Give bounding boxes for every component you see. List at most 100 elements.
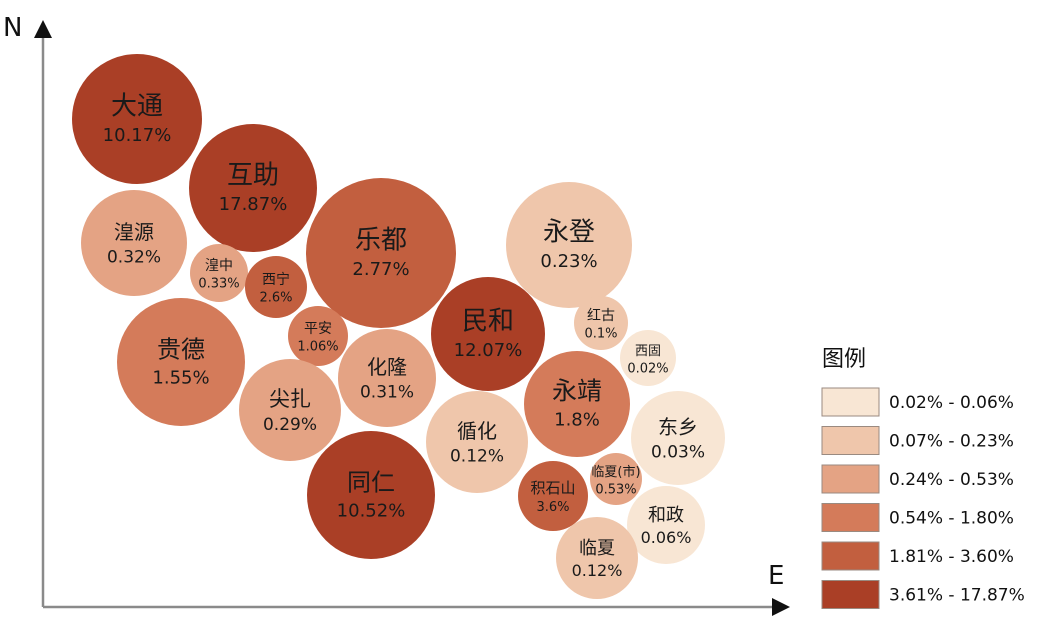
bubble-value-label: 0.31% — [360, 383, 414, 403]
bubble-value-label: 0.23% — [540, 251, 597, 272]
axes: N E — [3, 13, 790, 616]
bubble-name-label: 永登 — [543, 218, 595, 248]
bubble-name-label: 化隆 — [367, 355, 407, 379]
bubble-value-label: 0.29% — [263, 415, 317, 435]
bubble-name-label: 平安 — [304, 321, 332, 337]
bubble-value-label: 10.17% — [103, 125, 172, 146]
bubble: 临夏 0.12% — [556, 517, 638, 599]
bubble-circle — [189, 124, 317, 252]
bubble-value-label: 0.02% — [627, 361, 668, 376]
bubble: 民和 12.07% — [431, 277, 545, 391]
bubble: 永登 0.23% — [506, 182, 632, 308]
bubble-circle — [307, 431, 435, 559]
bubble: 同仁 10.52% — [307, 431, 435, 559]
legend-item: 0.54% - 1.80% — [821, 503, 1014, 532]
bubble-name-label: 互助 — [227, 161, 279, 191]
bubble-circle — [190, 244, 248, 302]
bubble-value-label: 1.06% — [297, 340, 338, 355]
bubble-value-label: 0.06% — [641, 528, 692, 547]
legend-label: 0.02% - 0.06% — [889, 393, 1014, 413]
legend-items: 0.02% - 0.06% 0.07% - 0.23% 0.24% - 0.53% 0… — [821, 387, 1025, 609]
legend-swatch — [821, 580, 880, 609]
bubble: 湟源 0.32% — [81, 190, 187, 296]
bubble: 循化 0.12% — [426, 391, 528, 493]
bubble: 和政 0.06% — [627, 486, 705, 564]
bubble-value-label: 0.33% — [198, 277, 239, 292]
bubble-value-label: 0.32% — [107, 248, 161, 268]
bubble-value-label: 3.6% — [536, 500, 569, 515]
bubble-name-label: 临夏(市) — [591, 464, 640, 480]
legend-label: 0.07% - 0.23% — [889, 432, 1014, 452]
y-axis-label: N — [3, 13, 22, 43]
x-axis-arrow-icon — [772, 598, 790, 616]
y-axis-arrow-icon — [34, 20, 52, 38]
bubble-value-label: 12.07% — [454, 340, 523, 361]
bubble-circle — [620, 330, 676, 386]
legend-title: 图例 — [822, 347, 866, 372]
legend-label: 0.24% - 0.53% — [889, 470, 1014, 490]
bubble: 湟中 0.33% — [190, 244, 248, 302]
x-axis-label: E — [768, 561, 784, 591]
bubble-circle — [631, 391, 725, 485]
legend-swatch — [821, 541, 880, 571]
bubble: 西宁 2.6% — [245, 256, 307, 318]
legend-swatch — [821, 426, 880, 455]
bubble: 乐都 2.77% — [306, 178, 456, 328]
bubble-value-label: 0.12% — [450, 447, 504, 467]
bubble: 化隆 0.31% — [338, 329, 436, 427]
legend-label: 0.54% - 1.80% — [889, 509, 1014, 529]
legend-label: 3.61% - 17.87% — [889, 586, 1025, 606]
bubble-value-label: 2.77% — [352, 259, 409, 280]
bubble-circle — [574, 296, 628, 350]
bubble: 永靖 1.8% — [524, 351, 630, 457]
bubble-circle — [426, 391, 528, 493]
bubble-circle — [518, 461, 588, 531]
bubble-name-label: 乐都 — [355, 226, 407, 256]
bubble-name-label: 循化 — [457, 419, 497, 443]
bubble-circle — [431, 277, 545, 391]
bubble-circle — [81, 190, 187, 296]
bubble: 尖扎 0.29% — [239, 359, 341, 461]
bubble-circle — [245, 256, 307, 318]
bubble: 贵德 1.55% — [117, 298, 245, 426]
bubble-value-label: 1.55% — [152, 367, 209, 388]
bubble-circle — [239, 359, 341, 461]
legend-swatch — [821, 503, 880, 532]
bubble: 临夏(市) 0.53% — [590, 453, 642, 505]
bubble: 互助 17.87% — [189, 124, 317, 252]
bubble-circle — [556, 517, 638, 599]
bubble: 积石山 3.6% — [518, 461, 588, 531]
bubble-name-label: 西固 — [635, 344, 661, 359]
bubble-name-label: 贵德 — [157, 336, 205, 364]
bubble-value-label: 17.87% — [219, 194, 288, 215]
bubble-name-label: 民和 — [462, 307, 514, 337]
bubble-name-label: 湟源 — [114, 220, 154, 244]
bubble-circle — [524, 351, 630, 457]
bubble-name-label: 红古 — [587, 308, 615, 324]
bubble-name-label: 永靖 — [552, 377, 602, 406]
bubble-value-label: 10.52% — [337, 500, 406, 521]
bubble-name-label: 临夏 — [579, 538, 615, 559]
bubble-value-label: 2.6% — [259, 291, 292, 306]
legend-swatch — [821, 387, 880, 417]
bubble-circle — [338, 329, 436, 427]
bubbles: 大通 10.17% 互助 17.87% 湟源 0.32% 湟中 0.33% 西宁 2.6% 乐都 2.… — [72, 54, 725, 599]
bubble-name-label: 和政 — [648, 505, 684, 526]
bubble-name-label: 东乡 — [658, 415, 698, 439]
bubble-value-label: 0.03% — [651, 443, 705, 463]
bubble-circle — [72, 54, 202, 184]
legend: 图例 0.02% - 0.06% 0.07% - 0.23% 0.24% - 0.5… — [821, 347, 1025, 609]
bubble-name-label: 同仁 — [347, 469, 395, 497]
bubble-name-label: 西宁 — [262, 271, 290, 288]
bubble-circle — [506, 182, 632, 308]
bubble-circle — [117, 298, 245, 426]
legend-label: 1.81% - 3.60% — [889, 547, 1014, 567]
bubble-circle — [590, 453, 642, 505]
legend-item: 1.81% - 3.60% — [821, 541, 1014, 571]
legend-item: 0.02% - 0.06% — [821, 387, 1014, 417]
bubble-name-label: 积石山 — [530, 479, 575, 497]
bubble-value-label: 1.8% — [554, 410, 600, 431]
bubble-name-label: 湟中 — [205, 258, 233, 274]
bubble-name-label: 尖扎 — [269, 387, 311, 411]
